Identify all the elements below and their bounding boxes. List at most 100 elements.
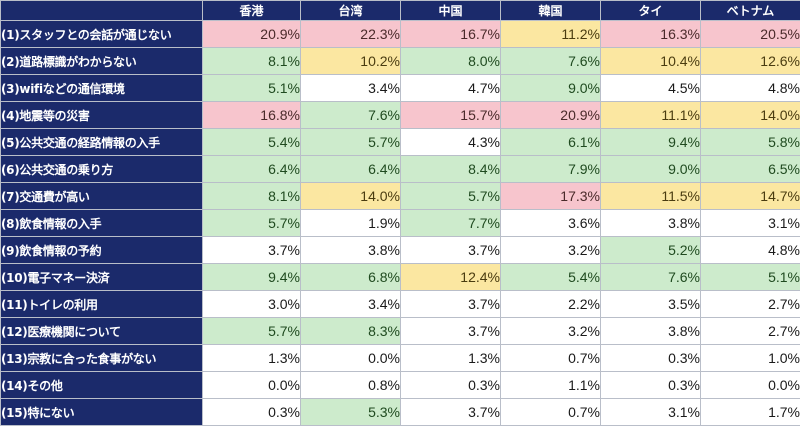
value-cell: 14.7% [700,182,800,210]
value-cell: 3.8% [600,209,701,237]
value-cell: 5.4% [500,263,601,291]
value-cell: 14.0% [300,182,401,210]
header-row: 香港 台湾 中国 韓国 タイ ベトナム [0,0,800,21]
value-cell: 3.7% [400,290,501,318]
value-cell: 5.7% [202,209,301,237]
value-cell: 7.6% [300,101,401,129]
value-cell: 6.5% [700,155,800,183]
value-cell: 8.4% [400,155,501,183]
value-cell: 7.6% [500,47,601,75]
value-cell: 9.4% [202,263,301,291]
table-row: (8)飲食情報の入手 5.7% 1.9% 7.7% 3.6% 3.8% 3.1% [0,209,800,237]
value-cell: 9.0% [600,155,701,183]
value-cell: 3.6% [500,209,601,237]
value-cell: 3.2% [500,317,601,345]
value-cell: 7.7% [400,209,501,237]
value-cell: 2.7% [700,290,800,318]
table-row: (4)地震等の災害 16.8% 7.6% 15.7% 20.9% 11.1% 14.0% [0,101,800,129]
value-cell: 5.2% [600,236,701,264]
value-cell: 3.1% [600,398,701,426]
value-cell: 5.1% [202,74,301,102]
value-cell: 0.7% [500,398,601,426]
value-cell: 6.8% [300,263,401,291]
corner-cell [0,0,203,21]
table-body: (1)スタッフとの会話が通じない 20.9% 22.3% 16.7% 11.2% 16.3… [0,20,800,426]
value-cell: 0.7% [500,344,601,372]
column-header: 香港 [202,0,301,21]
value-cell: 7.6% [600,263,701,291]
value-cell: 4.8% [700,236,800,264]
value-cell: 0.3% [600,344,701,372]
value-cell: 11.5% [600,182,701,210]
value-cell: 16.8% [202,101,301,129]
value-cell: 3.2% [500,236,601,264]
value-cell: 16.3% [600,20,701,48]
table-row: (5)公共交通の経路情報の入手 5.4% 5.7% 4.3% 6.1% 9.4% 5.8% [0,128,800,156]
row-label: (13)宗教に合った食事がない [0,344,203,372]
value-cell: 5.8% [700,128,800,156]
row-label: (15)特にない [0,398,203,426]
value-cell: 10.2% [300,47,401,75]
row-label: (4)地震等の災害 [0,101,203,129]
row-label: (1)スタッフとの会話が通じない [0,20,203,48]
value-cell: 3.8% [300,236,401,264]
value-cell: 5.7% [400,182,501,210]
value-cell: 15.7% [400,101,501,129]
value-cell: 8.0% [400,47,501,75]
value-cell: 4.8% [700,74,800,102]
table-row: (7)交通費が高い 8.1% 14.0% 5.7% 17.3% 11.5% 14.7% [0,182,800,210]
value-cell: 11.2% [500,20,601,48]
column-header: ベトナム [700,0,800,21]
value-cell: 5.7% [300,128,401,156]
value-cell: 4.7% [400,74,501,102]
row-label: (8)飲食情報の入手 [0,209,203,237]
value-cell: 6.1% [500,128,601,156]
value-cell: 0.8% [300,371,401,399]
value-cell: 14.0% [700,101,800,129]
table-row: (10)電子マネー決済 9.4% 6.8% 12.4% 5.4% 7.6% 5.1% [0,263,800,291]
value-cell: 5.4% [202,128,301,156]
value-cell: 0.0% [300,344,401,372]
value-cell: 3.7% [400,398,501,426]
value-cell: 11.1% [600,101,701,129]
value-cell: 0.3% [600,371,701,399]
row-label: (5)公共交通の経路情報の入手 [0,128,203,156]
value-cell: 0.0% [202,371,301,399]
value-cell: 3.8% [600,317,701,345]
table-row: (3)wifiなどの通信環境 5.1% 3.4% 4.7% 9.0% 4.5% 4.8% [0,74,800,102]
row-label: (6)公共交通の乗り方 [0,155,203,183]
value-cell: 20.9% [500,101,601,129]
value-cell: 7.9% [500,155,601,183]
row-label: (10)電子マネー決済 [0,263,203,291]
value-cell: 8.1% [202,182,301,210]
value-cell: 3.4% [300,74,401,102]
value-cell: 5.3% [300,398,401,426]
value-cell: 1.0% [700,344,800,372]
value-cell: 8.1% [202,47,301,75]
value-cell: 3.7% [202,236,301,264]
value-cell: 9.4% [600,128,701,156]
table-row: (15)特にない 0.3% 5.3% 3.7% 0.7% 3.1% 1.7% [0,398,800,426]
table-row: (2)道路標識がわからない 8.1% 10.2% 8.0% 7.6% 10.4% 12.6% [0,47,800,75]
column-header: 韓国 [500,0,601,21]
value-cell: 12.4% [400,263,501,291]
value-cell: 10.4% [600,47,701,75]
value-cell: 0.3% [202,398,301,426]
table-row: (1)スタッフとの会話が通じない 20.9% 22.3% 16.7% 11.2% 16.3… [0,20,800,48]
table-row: (12)医療機関について 5.7% 8.3% 3.7% 3.2% 3.8% 2.7% [0,317,800,345]
value-cell: 3.7% [400,317,501,345]
table-row: (6)公共交通の乗り方 6.4% 6.4% 8.4% 7.9% 9.0% 6.5% [0,155,800,183]
value-cell: 1.3% [202,344,301,372]
row-label: (11)トイレの利用 [0,290,203,318]
value-cell: 3.1% [700,209,800,237]
value-cell: 6.4% [300,155,401,183]
value-cell: 16.7% [400,20,501,48]
table-row: (11)トイレの利用 3.0% 3.4% 3.7% 2.2% 3.5% 2.7% [0,290,800,318]
value-cell: 12.6% [700,47,800,75]
row-label: (14)その他 [0,371,203,399]
value-cell: 2.2% [500,290,601,318]
table-row: (9)飲食情報の予約 3.7% 3.8% 3.7% 3.2% 5.2% 4.8% [0,236,800,264]
value-cell: 22.3% [300,20,401,48]
table-row: (13)宗教に合った食事がない 1.3% 0.0% 1.3% 0.7% 0.3% 1.0% [0,344,800,372]
value-cell: 3.5% [600,290,701,318]
